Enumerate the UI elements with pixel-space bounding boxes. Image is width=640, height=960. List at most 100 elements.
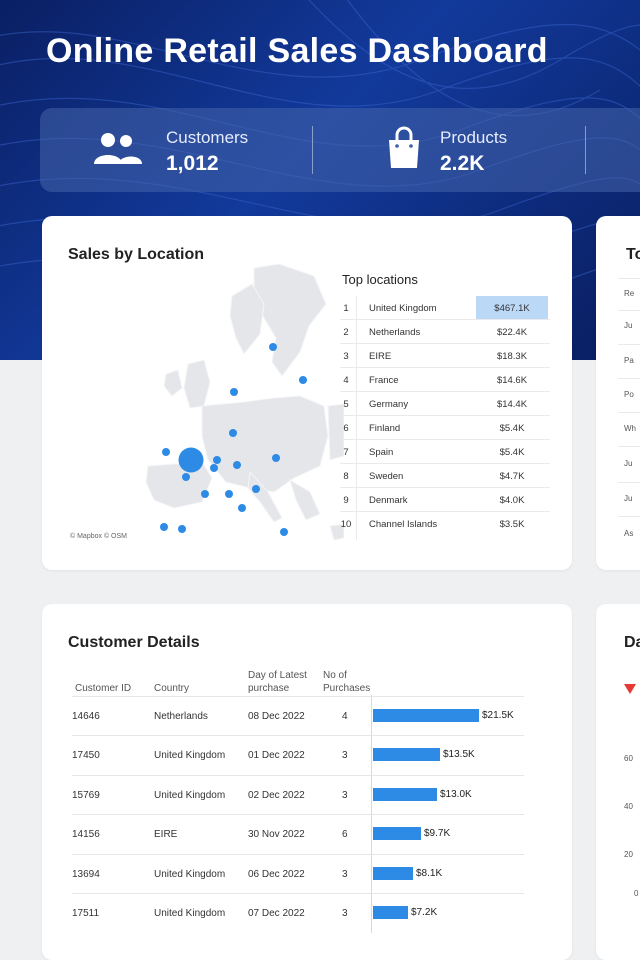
customer-row[interactable]: 17450 United Kingdom 01 Dec 2022 3 $13.5K bbox=[72, 735, 524, 774]
customer-latest-date: 01 Dec 2022 bbox=[248, 750, 305, 762]
purchase-amount-label: $8.1K bbox=[416, 867, 443, 879]
bar-axis bbox=[371, 695, 372, 933]
location-value: $18.3K bbox=[496, 351, 528, 362]
top-product-row: Ju bbox=[624, 459, 633, 468]
location-name: Channel Islands bbox=[369, 519, 438, 530]
customer-row[interactable]: 15769 United Kingdom 02 Dec 2022 3 $13.0K bbox=[72, 774, 524, 814]
col-header-purchases-l1[interactable]: No of bbox=[323, 670, 347, 681]
row-divider bbox=[618, 344, 640, 345]
location-name: Finland bbox=[369, 423, 401, 434]
kpi-divider bbox=[312, 126, 313, 174]
col-header-purchases-l2[interactable]: Purchases bbox=[323, 683, 371, 694]
location-rank: 10 bbox=[340, 519, 352, 530]
top-products-title: To bbox=[626, 246, 640, 263]
customer-purchases: 4 bbox=[342, 711, 348, 722]
customer-id: 14646 bbox=[72, 711, 100, 722]
location-name: EIRE bbox=[369, 351, 392, 362]
location-name: Denmark bbox=[369, 495, 408, 506]
location-name: Netherlands bbox=[369, 327, 421, 338]
customer-latest-date: 08 Dec 2022 bbox=[248, 711, 305, 722]
daily-chart-card: Da 60 40 20 0 bbox=[596, 604, 640, 960]
location-row[interactable]: 8 Sweden $4.7K bbox=[340, 464, 550, 488]
purchase-amount-label: $9.7K bbox=[424, 828, 451, 840]
location-rank: 4 bbox=[343, 375, 349, 386]
purchase-amount-label: $21.5K bbox=[482, 710, 514, 721]
location-value: $14.6K bbox=[496, 375, 528, 386]
location-value: $5.4K bbox=[499, 423, 525, 434]
customer-latest-date: 30 Nov 2022 bbox=[248, 829, 305, 841]
top-product-row: Re bbox=[624, 289, 635, 298]
row-divider bbox=[618, 310, 640, 311]
purchase-amount-bar[interactable] bbox=[373, 709, 479, 722]
kpi-bar: Customers 1,012 Products 2.2K bbox=[40, 108, 640, 192]
top-product-row: Pa bbox=[624, 356, 634, 365]
customers-icon bbox=[94, 133, 142, 164]
location-value: $4.7K bbox=[499, 471, 525, 482]
customer-purchases: 3 bbox=[342, 750, 348, 762]
col-header-latest-l1[interactable]: Day of Latest bbox=[248, 670, 307, 681]
y-tick: 20 bbox=[624, 850, 633, 859]
row-divider bbox=[618, 412, 640, 413]
location-row[interactable]: 4 France $14.6K bbox=[340, 368, 550, 392]
location-name: United Kingdom bbox=[369, 303, 437, 314]
sales-by-location-card: Sales by Location bbox=[42, 216, 572, 570]
purchase-amount-label: $7.2K bbox=[411, 907, 438, 918]
location-row[interactable]: 6 Finland $5.4K bbox=[340, 416, 550, 440]
location-rank: 3 bbox=[343, 351, 349, 362]
location-row[interactable]: 3 EIRE $18.3K bbox=[340, 344, 550, 368]
customer-country: United Kingdom bbox=[154, 789, 226, 801]
customer-row[interactable]: 17511 United Kingdom 07 Dec 2022 3 $7.2K bbox=[72, 893, 524, 932]
customer-details-card: Customer Details Customer ID Country Day… bbox=[42, 604, 572, 960]
top-product-row: Wh bbox=[624, 424, 636, 433]
y-tick: 40 bbox=[624, 802, 633, 811]
purchase-amount-bar[interactable] bbox=[373, 866, 413, 880]
trend-down-icon bbox=[624, 684, 636, 694]
purchase-amount-label: $13.5K bbox=[443, 749, 475, 761]
kpi-customers-label: Customers bbox=[166, 128, 249, 147]
location-row[interactable]: 7 Spain $5.4K bbox=[340, 440, 550, 464]
top-product-row: Ju bbox=[624, 494, 633, 503]
location-name: France bbox=[369, 375, 399, 386]
customer-id: 13694 bbox=[72, 868, 100, 880]
location-row[interactable]: 9 Denmark $4.0K bbox=[340, 488, 550, 512]
row-divider bbox=[618, 446, 640, 447]
customer-latest-date: 06 Dec 2022 bbox=[248, 868, 305, 880]
daily-chart-title: Da bbox=[624, 634, 640, 651]
y-tick: 60 bbox=[624, 754, 633, 763]
customer-country: United Kingdom bbox=[154, 868, 226, 880]
col-header-latest-l2[interactable]: purchase bbox=[248, 683, 290, 694]
purchase-amount-bar[interactable] bbox=[373, 748, 440, 762]
kpi-products-label: Products bbox=[440, 128, 508, 147]
location-name: Germany bbox=[369, 399, 409, 410]
location-value: $467.1K bbox=[476, 296, 548, 319]
col-header-customer-id[interactable]: Customer ID bbox=[75, 683, 132, 694]
location-value: $5.4K bbox=[499, 447, 525, 458]
customer-latest-date: 02 Dec 2022 bbox=[248, 789, 305, 801]
top-product-row: Po bbox=[624, 390, 634, 399]
top-product-row: Ju bbox=[624, 321, 633, 330]
customer-details-title: Customer Details bbox=[68, 634, 200, 651]
customer-country: EIRE bbox=[154, 829, 178, 841]
europe-map[interactable] bbox=[104, 256, 344, 546]
customer-purchases: 3 bbox=[342, 868, 348, 880]
purchase-amount-bar[interactable] bbox=[373, 787, 437, 801]
location-rank: 2 bbox=[343, 327, 349, 338]
customer-row[interactable]: 14156 EIRE 30 Nov 2022 6 $9.7K bbox=[72, 814, 524, 853]
location-rank: 5 bbox=[343, 399, 349, 410]
purchase-amount-bar[interactable] bbox=[373, 827, 421, 841]
location-row[interactable]: 5 Germany $14.4K bbox=[340, 392, 550, 416]
customer-row[interactable]: 13694 United Kingdom 06 Dec 2022 3 $8.1K bbox=[72, 853, 524, 893]
purchase-amount-label: $13.0K bbox=[440, 788, 472, 800]
row-divider bbox=[618, 278, 640, 279]
customer-row[interactable]: 14646 Netherlands 08 Dec 2022 4 $21.5K bbox=[72, 696, 524, 735]
location-row[interactable]: 2 Netherlands $22.4K bbox=[340, 320, 550, 344]
customer-purchases: 3 bbox=[342, 789, 348, 801]
location-row[interactable]: 10 Channel Islands $3.5K bbox=[340, 512, 550, 536]
row-divider bbox=[618, 378, 640, 379]
location-rank: 6 bbox=[343, 423, 349, 434]
customer-id: 14156 bbox=[72, 829, 100, 841]
customer-latest-date: 07 Dec 2022 bbox=[248, 908, 305, 919]
purchase-amount-bar[interactable] bbox=[373, 906, 408, 919]
col-header-country[interactable]: Country bbox=[154, 683, 190, 694]
location-row[interactable]: 1 United Kingdom $467.1K bbox=[340, 296, 550, 320]
